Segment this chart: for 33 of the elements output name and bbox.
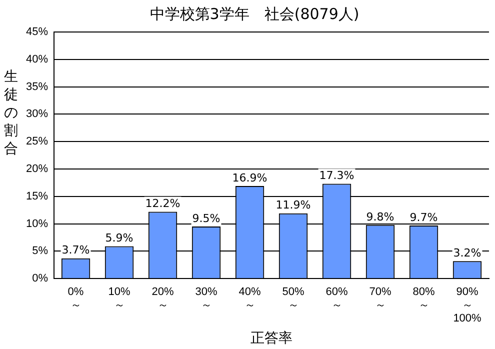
data-label: 9.7%: [410, 210, 438, 224]
x-tick-label: 80% ～: [412, 286, 435, 312]
y-tick-label: 35%: [26, 80, 48, 93]
x-tick-label: 10% ～: [108, 286, 130, 312]
data-label: 12.2%: [145, 197, 180, 210]
x-tick-label: 20% ～: [152, 286, 174, 312]
x-tick-label: 30% ～: [195, 286, 218, 312]
x-tick-label: 90% ～ 100%: [453, 286, 482, 325]
y-tick-label: 45%: [26, 26, 48, 38]
x-tick-label: 0% ～: [68, 286, 84, 312]
x-tick-label: 40% ～: [238, 286, 261, 312]
data-label: 3.2%: [453, 246, 482, 260]
y-tick-label: 20%: [26, 163, 48, 176]
y-tick-label: 25%: [26, 136, 48, 148]
x-tick-label: 70% ～: [369, 286, 392, 312]
x-tick-label: 60% ～: [326, 286, 348, 312]
y-tick-label: 40%: [26, 53, 48, 66]
y-tick-label: 10%: [26, 218, 48, 230]
data-label: 9.5%: [192, 212, 220, 225]
y-tick-label: 5%: [32, 245, 48, 258]
y-tick-label: 0%: [32, 272, 48, 285]
data-label: 5.9%: [105, 232, 134, 245]
x-tick-label: 50% ～: [282, 286, 304, 312]
y-tick-label: 15%: [26, 190, 48, 202]
data-label: 3.7%: [62, 244, 90, 257]
data-label: 9.8%: [366, 210, 394, 224]
y-tick-label: 30%: [26, 108, 48, 120]
y-axis-title: 生徒の割合: [3, 68, 19, 158]
data-label: 11.9%: [276, 198, 311, 212]
data-label: 17.3%: [319, 169, 354, 182]
x-axis-title: 正答率: [250, 329, 293, 346]
data-label: 16.9%: [232, 171, 268, 184]
chart-title: 中学校第3学年 社会(8079人): [150, 4, 360, 23]
